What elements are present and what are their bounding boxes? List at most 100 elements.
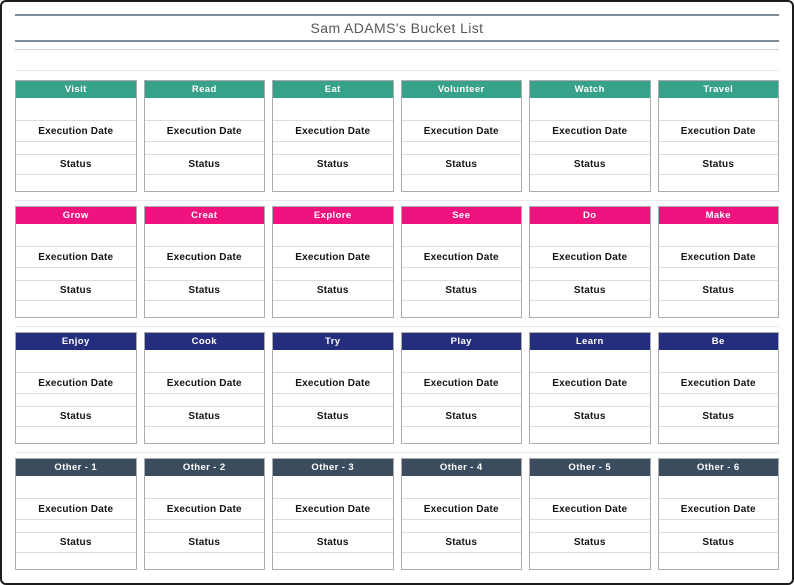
status-value-cell[interactable]: [402, 175, 522, 191]
card-title-header: Other - 4: [401, 459, 521, 476]
wish-cell[interactable]: [16, 98, 136, 121]
execution-date-value-cell[interactable]: [401, 394, 521, 407]
execution-date-label: Execution Date: [273, 499, 393, 520]
wish-cell[interactable]: [401, 224, 521, 247]
execution-date-value-cell[interactable]: [16, 394, 136, 407]
card-grow: Grow Execution Date Status: [15, 206, 137, 318]
section-divider: [15, 326, 779, 327]
card-title-header: Other - 5: [530, 459, 650, 476]
execution-date-value-cell[interactable]: [401, 268, 521, 281]
card-other-3: Other - 3 Execution Date Status: [272, 458, 394, 570]
execution-date-label: Execution Date: [16, 499, 136, 520]
status-value-cell[interactable]: [659, 553, 779, 569]
wish-cell[interactable]: [658, 476, 778, 499]
status-value-cell[interactable]: [530, 175, 650, 191]
card-title-header: Cook: [144, 333, 264, 350]
wish-cell[interactable]: [401, 350, 521, 373]
wish-cell[interactable]: [401, 476, 521, 499]
execution-date-value-cell[interactable]: [530, 394, 650, 407]
execution-date-label: Execution Date: [16, 247, 136, 268]
wish-cell[interactable]: [144, 476, 264, 499]
execution-date-value-cell[interactable]: [273, 142, 393, 155]
execution-date-value-cell[interactable]: [273, 520, 393, 533]
execution-date-value-cell[interactable]: [16, 520, 136, 533]
title-divider-bottom: [15, 40, 779, 42]
status-value-cell[interactable]: [145, 553, 265, 569]
wish-cell[interactable]: [530, 224, 650, 247]
status-value-cell[interactable]: [273, 427, 393, 443]
execution-date-value-cell[interactable]: [530, 520, 650, 533]
status-value-cell[interactable]: [16, 553, 136, 569]
execution-date-value-cell[interactable]: [530, 142, 650, 155]
status-label: Status: [273, 533, 393, 553]
status-value-cell[interactable]: [402, 301, 522, 317]
wish-cell[interactable]: [530, 98, 650, 121]
execution-date-value-cell[interactable]: [144, 520, 264, 533]
wish-cell[interactable]: [530, 350, 650, 373]
status-value-cell[interactable]: [659, 301, 779, 317]
wish-cell[interactable]: [16, 224, 136, 247]
execution-date-value-cell[interactable]: [401, 142, 521, 155]
status-value-cell[interactable]: [530, 427, 650, 443]
status-value-cell[interactable]: [659, 175, 779, 191]
card-title-header: Eat: [273, 81, 393, 98]
execution-date-value-cell[interactable]: [16, 268, 136, 281]
status-value-cell[interactable]: [402, 427, 522, 443]
execution-date-value-cell[interactable]: [144, 268, 264, 281]
status-label: Status: [16, 407, 136, 427]
wish-cell[interactable]: [273, 476, 393, 499]
status-value-cell[interactable]: [273, 301, 393, 317]
wish-cell[interactable]: [144, 350, 264, 373]
execution-date-value-cell[interactable]: [16, 142, 136, 155]
execution-date-value-cell[interactable]: [401, 520, 521, 533]
wish-cell[interactable]: [401, 98, 521, 121]
wish-cell[interactable]: [144, 98, 264, 121]
card-title-header: Visit: [16, 81, 136, 98]
status-value-cell[interactable]: [145, 427, 265, 443]
card-other-4: Other - 4 Execution Date Status: [400, 458, 522, 570]
execution-date-value-cell[interactable]: [658, 268, 778, 281]
status-value-cell[interactable]: [402, 553, 522, 569]
wish-cell[interactable]: [16, 476, 136, 499]
status-value-cell[interactable]: [16, 175, 136, 191]
execution-date-value-cell[interactable]: [530, 268, 650, 281]
section-divider: [15, 452, 779, 453]
card-try: Try Execution Date Status: [272, 332, 394, 444]
execution-date-value-cell[interactable]: [144, 142, 264, 155]
status-label: Status: [658, 407, 778, 427]
status-label: Status: [273, 281, 393, 301]
wish-cell[interactable]: [144, 224, 264, 247]
execution-date-value-cell[interactable]: [658, 520, 778, 533]
execution-date-value-cell[interactable]: [658, 394, 778, 407]
execution-date-value-cell[interactable]: [273, 394, 393, 407]
status-value-cell[interactable]: [16, 427, 136, 443]
wish-cell[interactable]: [273, 98, 393, 121]
wish-cell[interactable]: [16, 350, 136, 373]
execution-date-value-cell[interactable]: [144, 394, 264, 407]
execution-date-label: Execution Date: [144, 373, 264, 394]
status-value-cell[interactable]: [145, 301, 265, 317]
execution-date-value-cell[interactable]: [273, 268, 393, 281]
wish-cell[interactable]: [658, 98, 778, 121]
status-value-cell[interactable]: [530, 553, 650, 569]
status-value-cell[interactable]: [273, 553, 393, 569]
wish-cell[interactable]: [530, 476, 650, 499]
status-value-cell[interactable]: [145, 175, 265, 191]
status-label: Status: [144, 407, 264, 427]
status-value-cell[interactable]: [530, 301, 650, 317]
status-value-cell[interactable]: [273, 175, 393, 191]
wish-cell[interactable]: [273, 224, 393, 247]
status-label: Status: [530, 155, 650, 175]
card-title-header: See: [401, 207, 521, 224]
execution-date-value-cell[interactable]: [658, 142, 778, 155]
status-label: Status: [530, 281, 650, 301]
status-value-cell[interactable]: [659, 427, 779, 443]
card-title-header: Other - 1: [16, 459, 136, 476]
status-value-cell[interactable]: [16, 301, 136, 317]
execution-date-label: Execution Date: [658, 121, 778, 142]
wish-cell[interactable]: [658, 224, 778, 247]
wish-cell[interactable]: [273, 350, 393, 373]
card-row-section: Other - 1 Execution Date Status Other - 2 Ex…: [15, 452, 779, 570]
wish-cell[interactable]: [658, 350, 778, 373]
card-row-section: Enjoy Execution Date Status Cook Execution D…: [15, 326, 779, 444]
